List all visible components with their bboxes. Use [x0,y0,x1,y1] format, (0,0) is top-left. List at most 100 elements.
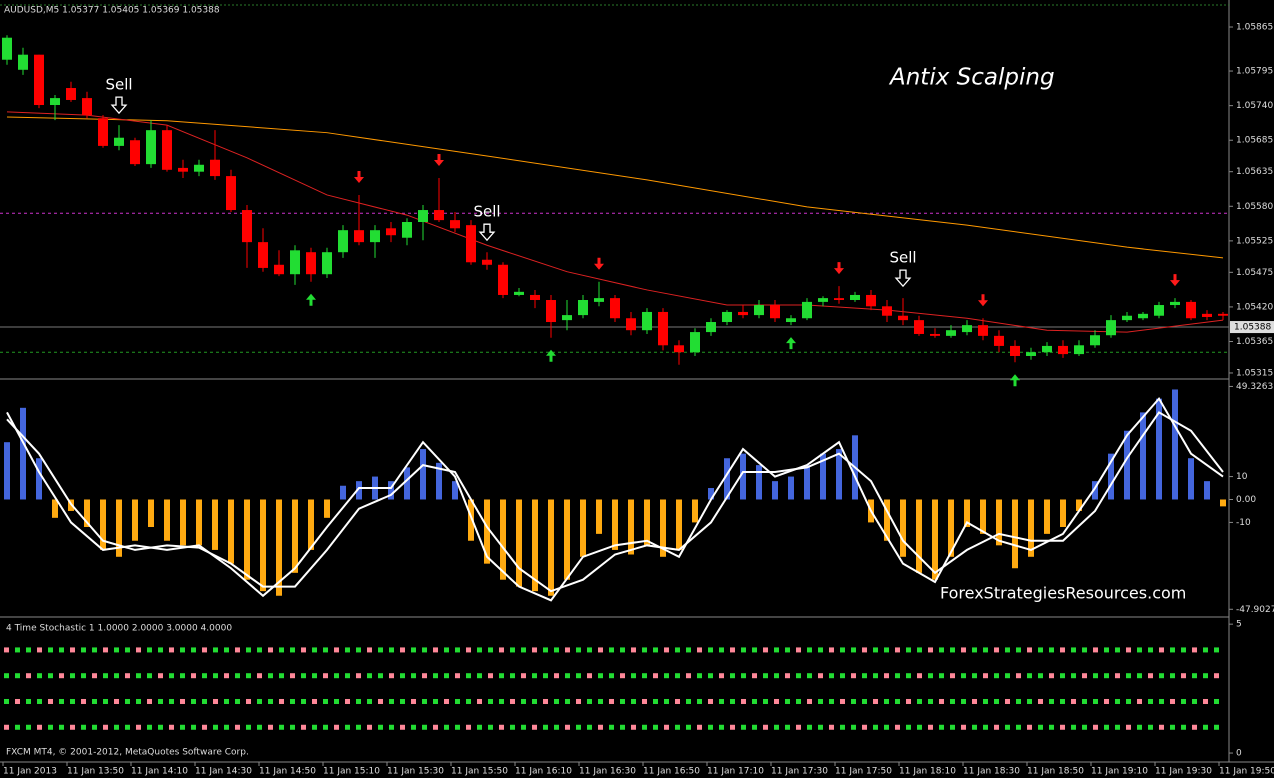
down-arrow [1170,274,1180,287]
down-arrow [594,257,604,270]
candle-body [210,159,220,177]
histogram-bar [1204,481,1210,500]
dot [224,698,229,704]
dot [213,698,218,704]
candle-body [546,300,556,323]
dot [785,647,790,653]
histogram-bar [1220,499,1226,507]
dot [312,673,317,679]
dot [1203,724,1208,730]
dot [268,724,273,730]
dot [796,673,801,679]
dot [433,673,438,679]
dot [576,647,581,653]
candle-body [402,222,412,238]
dot [1082,673,1087,679]
dot [730,724,735,730]
dot [1027,724,1032,730]
dot [532,698,537,704]
histogram-bar [1156,398,1162,500]
candle-body [82,98,92,116]
dot [400,698,405,704]
dot [1170,673,1175,679]
y-tick-label: 1.05525 [1236,236,1273,246]
dot [1005,673,1010,679]
dot [686,673,691,679]
dot [631,673,636,679]
dot [323,698,328,704]
candle-body [770,305,780,319]
candle-body [1010,345,1020,356]
dot [1214,724,1219,730]
histogram-bar [612,499,618,550]
candle-body [498,264,508,295]
x-tick-label: 11 Jan 14:10 [131,767,188,777]
dot [620,673,625,679]
dot [785,673,790,679]
dot [235,698,240,704]
dot [378,673,383,679]
candle-body [882,306,892,316]
dot [279,698,284,704]
dot [114,673,119,679]
dot [444,673,449,679]
dot [1170,724,1175,730]
dot [554,698,559,704]
dot [268,647,273,653]
dot [884,647,889,653]
dot [994,698,999,704]
histogram-bar [596,499,602,534]
dot [1060,647,1065,653]
dot [81,724,86,730]
dot [752,698,757,704]
candle-body [610,298,620,319]
dot [917,698,922,704]
dot [1115,698,1120,704]
dot [1027,647,1032,653]
dot [565,698,570,704]
dot [4,698,9,704]
dot [807,698,812,704]
dot [268,698,273,704]
dot [246,724,251,730]
candle-body [114,137,124,146]
dot [796,724,801,730]
dot [664,724,669,730]
dot [356,698,361,704]
dot [367,724,372,730]
dot [983,673,988,679]
x-tick-label: 11 Jan 14:50 [259,767,316,777]
x-tick-label: 11 Jan 18:10 [899,767,956,777]
dot [1181,647,1186,653]
dot [862,647,867,653]
candle-body [386,228,396,236]
candle-body [850,294,860,301]
dot [147,647,152,653]
candle-body [834,298,844,301]
histogram-bar [1060,499,1066,527]
dot [906,673,911,679]
histogram-bar [132,499,138,541]
dot [708,698,713,704]
dot [37,673,42,679]
dot [334,673,339,679]
histogram-bar [548,499,554,596]
histogram-bar [1028,499,1034,557]
dot [92,698,97,704]
dot [114,698,119,704]
dot [961,673,966,679]
histogram-bar [948,499,954,557]
dot [917,673,922,679]
dot [15,724,20,730]
dot [972,673,977,679]
dot [675,724,680,730]
dot [939,673,944,679]
candle-body [370,230,380,243]
dot [1203,673,1208,679]
dot [774,698,779,704]
histogram-bar [324,499,330,518]
histogram-bar [772,481,778,500]
dot [4,724,9,730]
histogram-bar [1188,458,1194,500]
